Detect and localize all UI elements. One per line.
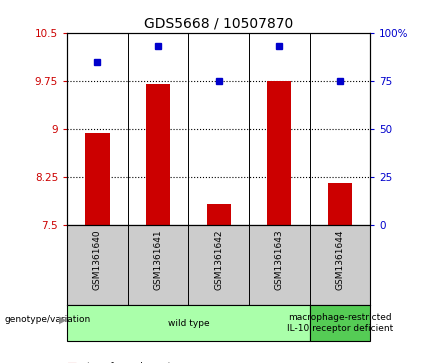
Bar xyxy=(310,305,370,341)
Bar xyxy=(328,183,352,225)
Text: ▶: ▶ xyxy=(59,314,67,325)
Text: GSM1361643: GSM1361643 xyxy=(275,229,284,290)
Text: genotype/variation: genotype/variation xyxy=(4,315,90,324)
Title: GDS5668 / 10507870: GDS5668 / 10507870 xyxy=(144,16,293,30)
Bar xyxy=(267,81,291,225)
Text: GSM1361644: GSM1361644 xyxy=(336,229,344,290)
Text: transformed count: transformed count xyxy=(87,362,171,363)
Bar xyxy=(67,305,310,341)
Text: ■: ■ xyxy=(67,362,78,363)
Bar xyxy=(85,133,110,225)
Text: wild type: wild type xyxy=(168,319,209,327)
Text: GSM1361641: GSM1361641 xyxy=(154,229,162,290)
Text: GSM1361642: GSM1361642 xyxy=(214,229,223,290)
Bar xyxy=(207,204,231,225)
Bar xyxy=(146,84,170,225)
Text: GSM1361640: GSM1361640 xyxy=(93,229,102,290)
Text: macrophage-restricted
IL-10 receptor deficient: macrophage-restricted IL-10 receptor def… xyxy=(287,313,393,333)
